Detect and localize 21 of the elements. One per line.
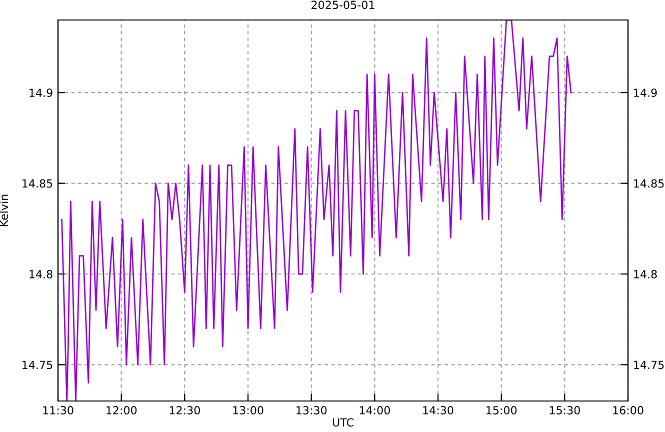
x-tick-label: 13:00 (233, 406, 264, 414)
x-tick-label: 12:00 (106, 406, 137, 414)
y2-tick-label: 14.85 (634, 179, 664, 188)
y2-tick-label: 14.8 (634, 270, 657, 278)
x-tick-label: 14:00 (360, 406, 390, 414)
x-tick-label: 15:00 (486, 406, 517, 414)
chart-title: 2025-05-01 (312, 0, 374, 10)
x-tick-label: 13:30 (296, 406, 327, 414)
y-tick-label: 14.75 (22, 360, 52, 370)
x-tick-label: 11:30 (43, 406, 74, 414)
y-tick-label: 14.8 (30, 270, 52, 278)
y2-tick-label: 14.75 (634, 360, 664, 370)
y-tick-label: 14.85 (22, 179, 52, 188)
x-tick-label: 15:30 (550, 406, 580, 414)
x-axis-title: UTC (332, 418, 354, 427)
y2-tick-label: 14.9 (634, 88, 657, 97)
line-series (61, 20, 572, 401)
y-tick-label: 14.9 (30, 88, 52, 97)
x-tick-label: 16:00 (613, 406, 644, 414)
x-tick-label: 14:30 (423, 406, 454, 414)
x-tick-label: 12:30 (170, 406, 200, 414)
